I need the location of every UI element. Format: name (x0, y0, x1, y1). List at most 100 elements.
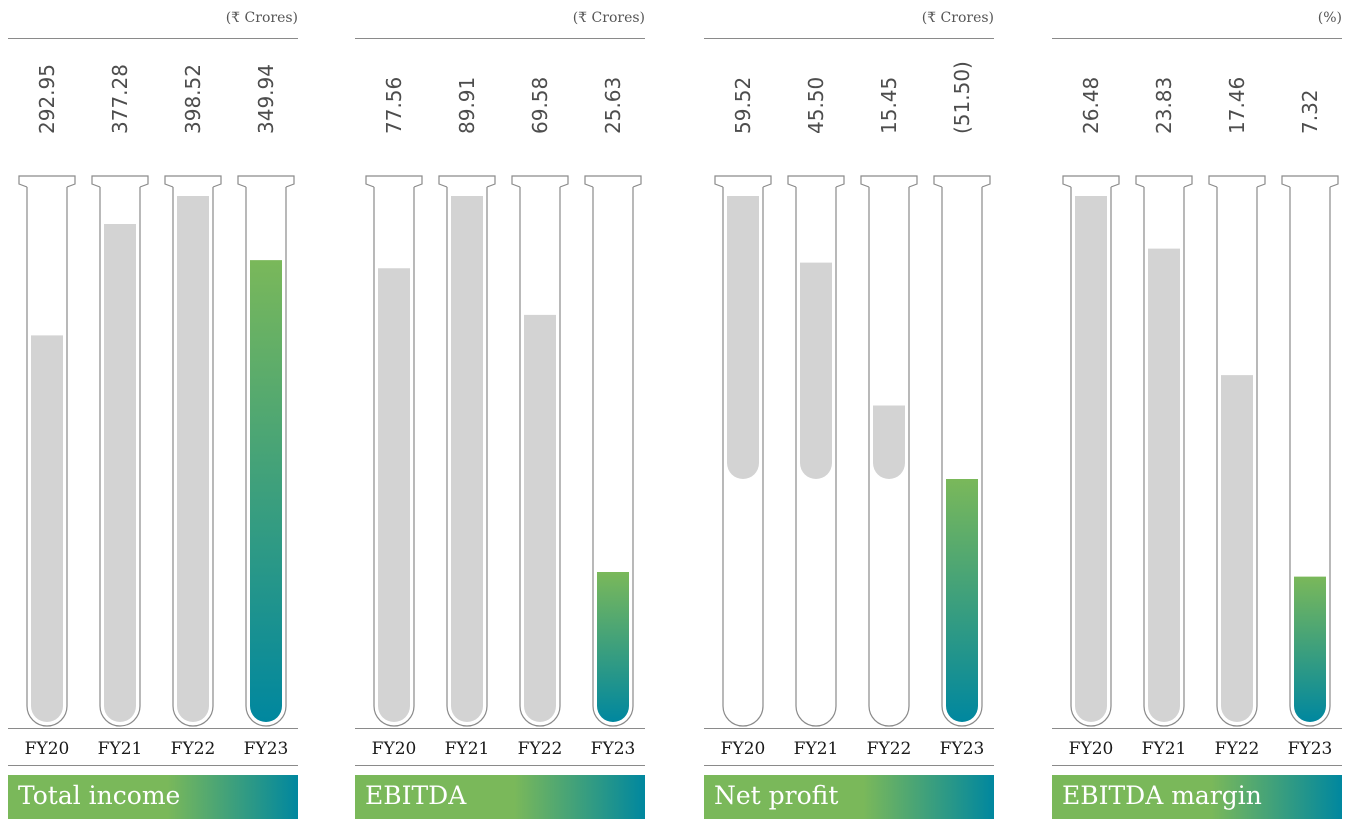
bar-fy21 (1148, 248, 1180, 723)
value-label-fy22: 17.46 (1225, 77, 1249, 134)
tube-fy22 (172, 187, 214, 727)
bar-fy21 (104, 224, 136, 722)
bar-fy20 (378, 268, 410, 722)
tube-fy22 (868, 187, 910, 727)
bar-fy22 (873, 405, 905, 479)
tube-fy23 (592, 187, 634, 727)
category-label-fy22: FY22 (1215, 739, 1260, 759)
bar-fy23 (1294, 576, 1326, 722)
tube-fy22 (519, 187, 561, 727)
banner-ebitda-margin: EBITDA margin (1052, 775, 1342, 819)
tube-fy22 (1216, 187, 1258, 727)
bar-fy23 (597, 572, 629, 722)
bar-fy23 (946, 479, 978, 722)
chart-title: EBITDA (365, 781, 467, 810)
category-label-fy20: FY20 (721, 739, 766, 759)
bar-fy21 (800, 262, 832, 479)
value-label-fy22: 69.58 (528, 77, 552, 134)
chart-total-income: (₹ Crores) 292.95 FY20 377.28 FY21 398.52 FY2… (8, 0, 298, 819)
bar-fy21 (451, 196, 483, 722)
tube-lip-fy21 (787, 175, 845, 188)
category-label-fy20: FY20 (25, 739, 70, 759)
unit-label: (₹ Crores) (225, 10, 298, 26)
chart-title: Net profit (714, 781, 839, 810)
banner-ebitda: EBITDA (355, 775, 645, 819)
value-label-fy22: 398.52 (181, 64, 205, 134)
value-label-fy23: 7.32 (1298, 89, 1322, 134)
tube-lip-fy20 (18, 175, 76, 188)
tube-fy21 (795, 187, 837, 727)
bar-fy20 (727, 196, 759, 479)
value-label-fy23: 25.63 (601, 77, 625, 134)
tube-fy21 (99, 187, 141, 727)
category-label-fy22: FY22 (171, 739, 216, 759)
value-label-fy23: (51.50) (950, 61, 974, 134)
value-label-fy21: 89.91 (455, 77, 479, 134)
tube-lip-fy22 (1208, 175, 1266, 188)
tube-lip-fy21 (438, 175, 496, 188)
value-label-fy20: 77.56 (382, 77, 406, 134)
value-label-fy21: 23.83 (1152, 77, 1176, 134)
category-label-fy20: FY20 (372, 739, 417, 759)
tube-lip-fy21 (91, 175, 149, 188)
bar-fy22 (177, 196, 209, 722)
bar-fy20 (1075, 196, 1107, 722)
tube-lip-fy22 (860, 175, 918, 188)
tube-lip-fy23 (933, 175, 991, 188)
category-label-fy21: FY21 (794, 739, 839, 759)
category-label-fy21: FY21 (98, 739, 143, 759)
tube-fy21 (1143, 187, 1185, 727)
tube-lip-fy20 (714, 175, 772, 188)
chart-ebitda: (₹ Crores) 77.56 FY20 89.91 FY21 69.58 FY22 25… (355, 0, 645, 819)
value-label-fy20: 292.95 (35, 64, 59, 134)
tube-fy20 (26, 187, 68, 727)
tube-fy23 (1289, 187, 1331, 727)
top-rule (8, 38, 298, 39)
tube-lip-fy20 (365, 175, 423, 188)
unit-label: (₹ Crores) (921, 10, 994, 26)
category-label-fy22: FY22 (518, 739, 563, 759)
value-label-fy22: 15.45 (877, 77, 901, 134)
tube-lip-fy23 (584, 175, 642, 188)
category-label-fy23: FY23 (940, 739, 985, 759)
value-label-fy20: 59.52 (731, 77, 755, 134)
top-rule (704, 38, 994, 39)
category-label-fy22: FY22 (867, 739, 912, 759)
bar-fy23 (250, 260, 282, 722)
tubes-ebitda: 77.56 FY20 89.91 FY21 69.58 FY22 25.63 FY23 (355, 77, 645, 766)
tube-lip-fy22 (164, 175, 222, 188)
category-label-fy20: FY20 (1069, 739, 1114, 759)
tube-lip-fy22 (511, 175, 569, 188)
category-label-fy23: FY23 (591, 739, 636, 759)
value-label-fy20: 26.48 (1079, 77, 1103, 134)
tube-lip-fy21 (1135, 175, 1193, 188)
tube-fy20 (373, 187, 415, 727)
bar-fy20 (31, 335, 63, 722)
value-label-fy21: 377.28 (108, 64, 132, 134)
category-label-fy21: FY21 (1142, 739, 1187, 759)
value-label-fy21: 45.50 (804, 77, 828, 134)
tube-fy20 (1070, 187, 1112, 727)
tube-fy20 (722, 187, 764, 727)
bar-fy22 (1221, 375, 1253, 722)
chart-ebitda-margin: (%) 26.48 FY20 23.83 FY21 17.46 FY22 7.32 FY23 … (1052, 0, 1342, 819)
top-rule (355, 38, 645, 39)
category-label-fy21: FY21 (445, 739, 490, 759)
banner-total-income: Total income (8, 775, 298, 819)
tube-fy21 (446, 187, 488, 727)
banner-net-profit: Net profit (704, 775, 994, 819)
tubes-ebitda-margin: 26.48 FY20 23.83 FY21 17.46 FY22 7.32 FY23 (1052, 77, 1342, 766)
unit-label: (₹ Crores) (572, 10, 645, 26)
tubes-total-income: 292.95 FY20 377.28 FY21 398.52 FY22 349.94 FY23 (8, 64, 298, 766)
unit-label: (%) (1317, 10, 1342, 26)
tube-lip-fy23 (1281, 175, 1339, 188)
chart-title: EBITDA margin (1062, 781, 1262, 810)
tubes-net-profit: 59.52 FY20 45.50 FY21 15.45 FY22 (51.50) FY23 (704, 61, 994, 766)
top-rule (1052, 38, 1342, 39)
chart-title: Total income (18, 781, 181, 810)
chart-net-profit: (₹ Crores) 59.52 FY20 45.50 FY21 15.45 FY22 (5… (704, 0, 994, 819)
value-label-fy23: 349.94 (254, 64, 278, 134)
category-label-fy23: FY23 (1288, 739, 1333, 759)
tube-lip-fy20 (1062, 175, 1120, 188)
category-label-fy23: FY23 (244, 739, 289, 759)
